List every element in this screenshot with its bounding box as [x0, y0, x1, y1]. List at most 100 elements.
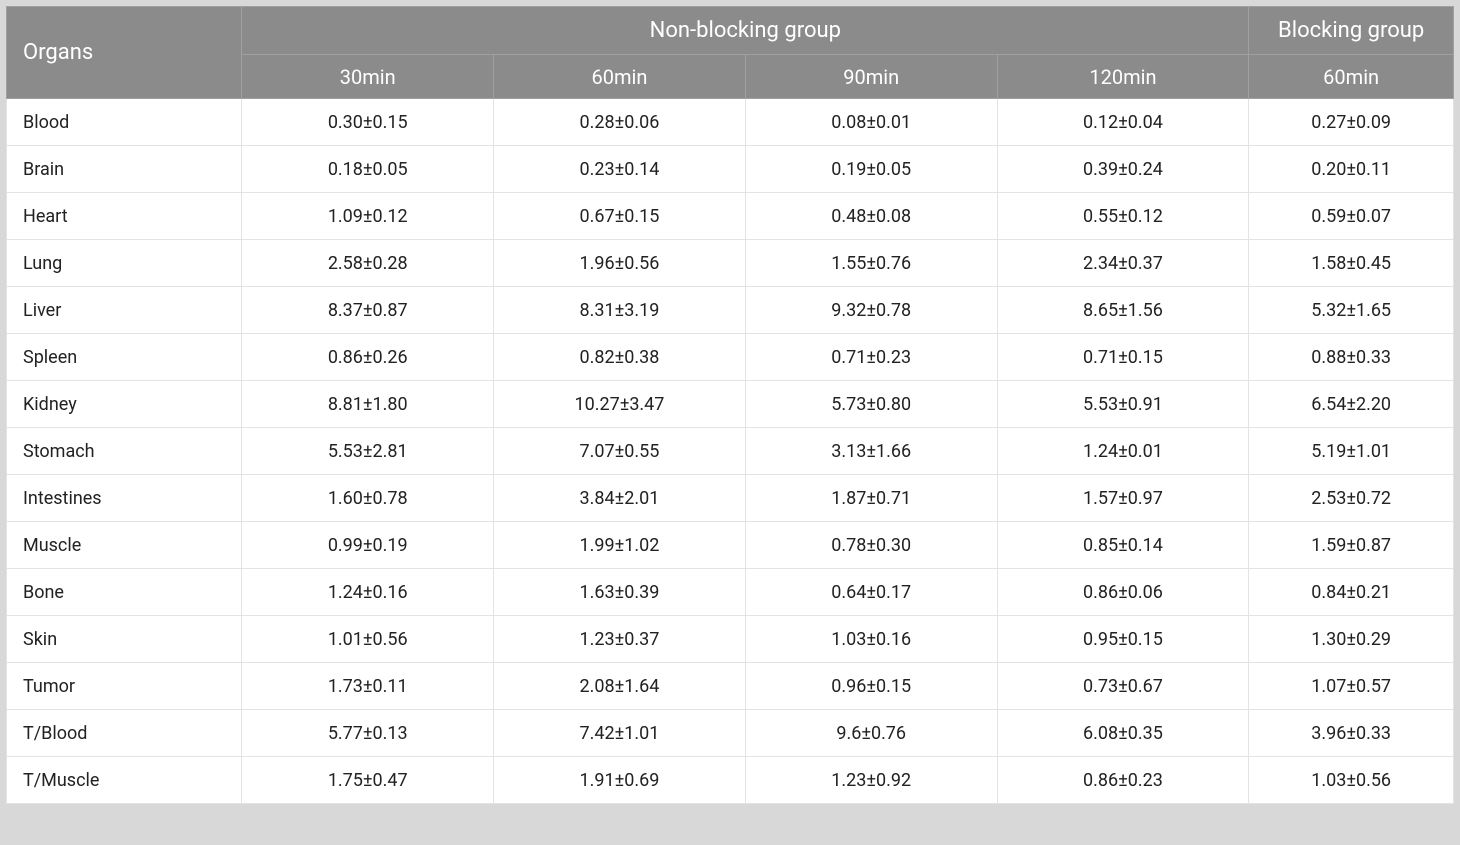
- organ-cell: T/Muscle: [7, 757, 242, 804]
- value-cell: 6.08±0.35: [997, 710, 1249, 757]
- header-blocking-group: Blocking group: [1249, 7, 1454, 55]
- value-cell: 8.81±1.80: [242, 381, 494, 428]
- blocking-cell: 0.27±0.09: [1249, 99, 1454, 146]
- blocking-cell: 1.07±0.57: [1249, 663, 1454, 710]
- value-cell: 7.42±1.01: [494, 710, 746, 757]
- blocking-cell: 5.19±1.01: [1249, 428, 1454, 475]
- value-cell: 0.73±0.67: [997, 663, 1249, 710]
- value-cell: 0.86±0.06: [997, 569, 1249, 616]
- value-cell: 0.12±0.04: [997, 99, 1249, 146]
- blocking-cell: 2.53±0.72: [1249, 475, 1454, 522]
- value-cell: 1.96±0.56: [494, 240, 746, 287]
- value-cell: 0.96±0.15: [745, 663, 997, 710]
- value-cell: 0.19±0.05: [745, 146, 997, 193]
- value-cell: 1.24±0.16: [242, 569, 494, 616]
- value-cell: 3.13±1.66: [745, 428, 997, 475]
- value-cell: 0.71±0.23: [745, 334, 997, 381]
- table-row: Intestines1.60±0.783.84±2.011.87±0.711.5…: [7, 475, 1454, 522]
- blocking-cell: 3.96±0.33: [1249, 710, 1454, 757]
- value-cell: 0.64±0.17: [745, 569, 997, 616]
- header-organs: Organs: [7, 7, 242, 99]
- value-cell: 1.09±0.12: [242, 193, 494, 240]
- organ-cell: Stomach: [7, 428, 242, 475]
- table-row: Liver8.37±0.878.31±3.199.32±0.788.65±1.5…: [7, 287, 1454, 334]
- value-cell: 1.60±0.78: [242, 475, 494, 522]
- table-row: Kidney8.81±1.8010.27±3.475.73±0.805.53±0…: [7, 381, 1454, 428]
- table-row: T/Blood5.77±0.137.42±1.019.6±0.766.08±0.…: [7, 710, 1454, 757]
- organ-cell: Bone: [7, 569, 242, 616]
- blocking-cell: 1.58±0.45: [1249, 240, 1454, 287]
- value-cell: 1.87±0.71: [745, 475, 997, 522]
- value-cell: 9.32±0.78: [745, 287, 997, 334]
- table-row: Brain0.18±0.050.23±0.140.19±0.050.39±0.2…: [7, 146, 1454, 193]
- header-time-60min: 60min: [494, 55, 746, 99]
- organ-cell: Liver: [7, 287, 242, 334]
- value-cell: 7.07±0.55: [494, 428, 746, 475]
- value-cell: 0.78±0.30: [745, 522, 997, 569]
- value-cell: 1.91±0.69: [494, 757, 746, 804]
- value-cell: 0.48±0.08: [745, 193, 997, 240]
- value-cell: 1.73±0.11: [242, 663, 494, 710]
- organ-cell: Blood: [7, 99, 242, 146]
- value-cell: 8.31±3.19: [494, 287, 746, 334]
- table-body: Blood0.30±0.150.28±0.060.08±0.010.12±0.0…: [7, 99, 1454, 804]
- table-row: Lung2.58±0.281.96±0.561.55±0.762.34±0.37…: [7, 240, 1454, 287]
- value-cell: 1.57±0.97: [997, 475, 1249, 522]
- value-cell: 1.01±0.56: [242, 616, 494, 663]
- value-cell: 1.63±0.39: [494, 569, 746, 616]
- value-cell: 0.08±0.01: [745, 99, 997, 146]
- value-cell: 0.99±0.19: [242, 522, 494, 569]
- value-cell: 0.55±0.12: [997, 193, 1249, 240]
- value-cell: 5.53±2.81: [242, 428, 494, 475]
- value-cell: 0.23±0.14: [494, 146, 746, 193]
- value-cell: 5.53±0.91: [997, 381, 1249, 428]
- value-cell: 0.95±0.15: [997, 616, 1249, 663]
- table-row: Blood0.30±0.150.28±0.060.08±0.010.12±0.0…: [7, 99, 1454, 146]
- value-cell: 1.99±1.02: [494, 522, 746, 569]
- value-cell: 0.18±0.05: [242, 146, 494, 193]
- value-cell: 1.03±0.16: [745, 616, 997, 663]
- blocking-cell: 0.88±0.33: [1249, 334, 1454, 381]
- value-cell: 2.58±0.28: [242, 240, 494, 287]
- header-nonblocking-group: Non-blocking group: [242, 7, 1249, 55]
- blocking-cell: 6.54±2.20: [1249, 381, 1454, 428]
- blocking-cell: 0.20±0.11: [1249, 146, 1454, 193]
- value-cell: 0.86±0.23: [997, 757, 1249, 804]
- organ-cell: Spleen: [7, 334, 242, 381]
- value-cell: 5.77±0.13: [242, 710, 494, 757]
- value-cell: 0.82±0.38: [494, 334, 746, 381]
- header-time-90min: 90min: [745, 55, 997, 99]
- header-time-120min: 120min: [997, 55, 1249, 99]
- table-row: Skin1.01±0.561.23±0.371.03±0.160.95±0.15…: [7, 616, 1454, 663]
- blocking-cell: 0.59±0.07: [1249, 193, 1454, 240]
- value-cell: 2.34±0.37: [997, 240, 1249, 287]
- blocking-cell: 1.30±0.29: [1249, 616, 1454, 663]
- value-cell: 0.67±0.15: [494, 193, 746, 240]
- header-time-30min: 30min: [242, 55, 494, 99]
- value-cell: 1.55±0.76: [745, 240, 997, 287]
- value-cell: 8.37±0.87: [242, 287, 494, 334]
- value-cell: 1.23±0.92: [745, 757, 997, 804]
- table-header: Organs Non-blocking group Blocking group…: [7, 7, 1454, 99]
- value-cell: 0.39±0.24: [997, 146, 1249, 193]
- table-row: Bone1.24±0.161.63±0.390.64±0.170.86±0.06…: [7, 569, 1454, 616]
- value-cell: 1.24±0.01: [997, 428, 1249, 475]
- value-cell: 0.71±0.15: [997, 334, 1249, 381]
- value-cell: 3.84±2.01: [494, 475, 746, 522]
- table-row: Spleen0.86±0.260.82±0.380.71±0.230.71±0.…: [7, 334, 1454, 381]
- table-row: Stomach5.53±2.817.07±0.553.13±1.661.24±0…: [7, 428, 1454, 475]
- blocking-cell: 5.32±1.65: [1249, 287, 1454, 334]
- value-cell: 1.23±0.37: [494, 616, 746, 663]
- value-cell: 0.28±0.06: [494, 99, 746, 146]
- organ-cell: T/Blood: [7, 710, 242, 757]
- organ-cell: Lung: [7, 240, 242, 287]
- organ-cell: Heart: [7, 193, 242, 240]
- value-cell: 8.65±1.56: [997, 287, 1249, 334]
- table-row: Muscle0.99±0.191.99±1.020.78±0.300.85±0.…: [7, 522, 1454, 569]
- value-cell: 10.27±3.47: [494, 381, 746, 428]
- header-blocking-time: 60min: [1249, 55, 1454, 99]
- value-cell: 5.73±0.80: [745, 381, 997, 428]
- organ-cell: Muscle: [7, 522, 242, 569]
- blocking-cell: 1.59±0.87: [1249, 522, 1454, 569]
- value-cell: 2.08±1.64: [494, 663, 746, 710]
